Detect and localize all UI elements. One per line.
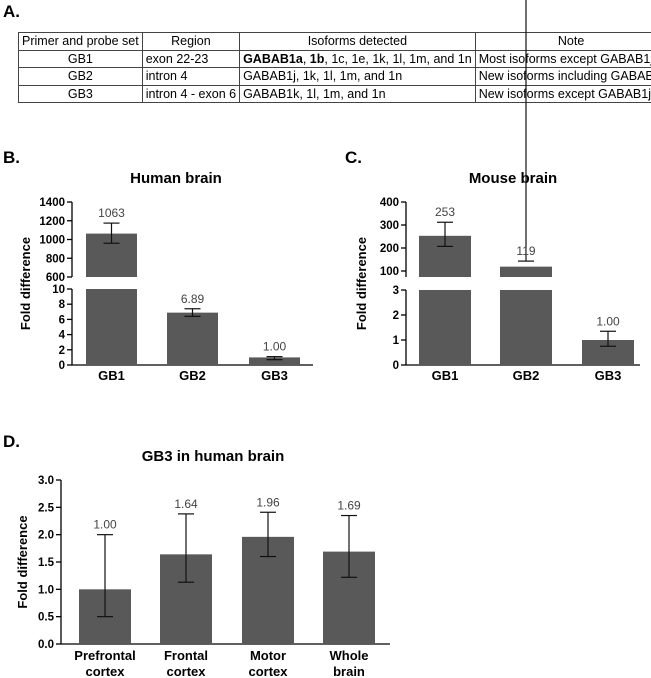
x-tick-label: cortex xyxy=(248,664,288,678)
chart-title: Mouse brain xyxy=(469,170,557,187)
bar xyxy=(500,266,552,277)
y-tick-label: 2 xyxy=(393,310,399,322)
x-tick-label: GB1 xyxy=(432,368,459,383)
cell-note: New isoforms including GABAB1j xyxy=(474,67,651,86)
data-label: 6.89 xyxy=(181,292,205,306)
y-tick-label: 100 xyxy=(380,266,399,278)
bar xyxy=(249,357,300,365)
x-tick-label: Whole xyxy=(330,648,369,663)
chart-title: Human brain xyxy=(130,170,222,187)
isoform-bold: GABAB1a xyxy=(243,51,303,66)
bar xyxy=(167,312,218,365)
cell-isoforms: GABAB1a, 1b, 1c, 1e, 1k, 1l, 1m, and 1n xyxy=(239,49,476,68)
cell-region: intron 4 xyxy=(141,67,241,86)
data-label: 1.00 xyxy=(596,314,620,328)
y-tick-label: 0.0 xyxy=(38,639,54,651)
data-label: 1.00 xyxy=(93,518,117,532)
y-tick-label: 3 xyxy=(393,285,399,297)
y-axis-label: Fold difference xyxy=(354,237,369,330)
data-label: 1.00 xyxy=(263,340,287,354)
y-tick-label: 3.0 xyxy=(38,475,54,487)
cell-isoforms: GABAB1j, 1k, 1l, 1m, and 1n xyxy=(239,67,476,86)
bar-segment xyxy=(86,289,137,365)
x-tick-label: cortex xyxy=(85,664,125,678)
bar-chart: GB3 in human brain Fold difference 0.0 0.5 1… xyxy=(15,448,390,678)
y-tick-label: 2.5 xyxy=(38,502,55,514)
y-tick-label: 2.0 xyxy=(38,530,54,542)
isoform-rest: , 1c, 1e, 1k, 1l, 1m, and 1n xyxy=(324,51,472,66)
x-tick-label: Frontal xyxy=(164,648,208,663)
y-tick-label: 600 xyxy=(46,272,65,284)
panel-label-d: D. xyxy=(3,432,20,451)
data-label: 1.69 xyxy=(337,499,361,513)
y-axis-label: Fold difference xyxy=(15,515,30,608)
x-tick-label: GB1 xyxy=(98,368,125,383)
x-tick-label: Prefrontal xyxy=(74,648,135,663)
y-tick-label: 1000 xyxy=(39,235,65,247)
y-tick-label: 1200 xyxy=(39,216,65,228)
x-tick-label: brain xyxy=(333,664,365,678)
cell-isoforms: GABAB1k, 1l, 1m, and 1n xyxy=(239,84,476,103)
cell-note: New isoforms except GABAB1j xyxy=(474,84,651,103)
header-cell: Primer and probe set xyxy=(18,32,143,51)
cell-note: Most isoforms except GABAB1j xyxy=(474,49,651,68)
x-tick-label: GB3 xyxy=(261,368,288,383)
x-tick-label: Motor xyxy=(250,648,286,663)
chart-title: GB3 in human brain xyxy=(142,448,285,465)
y-tick-label: 4 xyxy=(59,330,66,342)
y-tick-label: 2 xyxy=(59,345,65,357)
x-tick-label: cortex xyxy=(166,664,206,678)
header-cell: Isoforms detected xyxy=(239,32,476,51)
cell-set: GB3 xyxy=(18,84,143,103)
y-tick-label: 1.0 xyxy=(38,584,54,596)
bar-segment xyxy=(500,290,552,365)
x-tick-label: GB2 xyxy=(513,368,540,383)
data-label: 1063 xyxy=(98,206,125,220)
panel-label-c: C. xyxy=(345,148,362,167)
y-tick-label: 6 xyxy=(59,314,65,326)
y-axis-label: Fold difference xyxy=(18,237,33,330)
table-row: GB2 intron 4 GABAB1j, 1k, 1l, 1m, and 1n… xyxy=(18,67,651,86)
isoform-bold: 1b xyxy=(309,51,325,66)
isoform-sep: , xyxy=(302,51,310,66)
y-tick-label: 1400 xyxy=(39,197,65,209)
y-tick-label: 400 xyxy=(380,197,399,209)
x-tick-label: GB2 xyxy=(179,368,206,383)
y-tick-label: 8 xyxy=(59,299,66,311)
data-label: 119 xyxy=(516,244,535,258)
y-tick-label: 1 xyxy=(393,335,400,347)
y-tick-label: 0 xyxy=(393,360,399,372)
y-tick-label: 200 xyxy=(380,243,399,255)
table-header-row: Primer and probe set Region Isoforms det… xyxy=(18,32,651,51)
table-row: GB3 intron 4 - exon 6 GABAB1k, 1l, 1m, a… xyxy=(18,84,651,103)
data-label: 1.64 xyxy=(174,497,198,511)
table-row: GB1 exon 22-23 GABAB1a, 1b, 1c, 1e, 1k, … xyxy=(18,49,651,68)
x-tick-label: GB3 xyxy=(595,368,622,383)
data-label: 253 xyxy=(435,205,455,219)
bar-segment xyxy=(419,290,471,365)
y-tick-label: 800 xyxy=(46,253,65,265)
cell-region: intron 4 - exon 6 xyxy=(141,84,241,103)
data-label: 1.96 xyxy=(256,495,280,509)
cell-set: GB1 xyxy=(18,49,143,68)
primer-probe-table: Primer and probe set Region Isoforms det… xyxy=(18,32,651,103)
y-tick-label: 10 xyxy=(52,284,65,296)
panel-label-a: A. xyxy=(3,2,20,21)
y-tick-label: 300 xyxy=(380,220,399,232)
panel-label-b: B. xyxy=(3,148,20,167)
y-tick-label: 0.5 xyxy=(38,612,55,624)
bar-chart: Mouse brain Fold difference 0 1 2 3 100 200 300 4… xyxy=(354,0,640,383)
y-tick-label: 1.5 xyxy=(38,557,55,569)
y-tick-label: 0 xyxy=(59,360,65,372)
